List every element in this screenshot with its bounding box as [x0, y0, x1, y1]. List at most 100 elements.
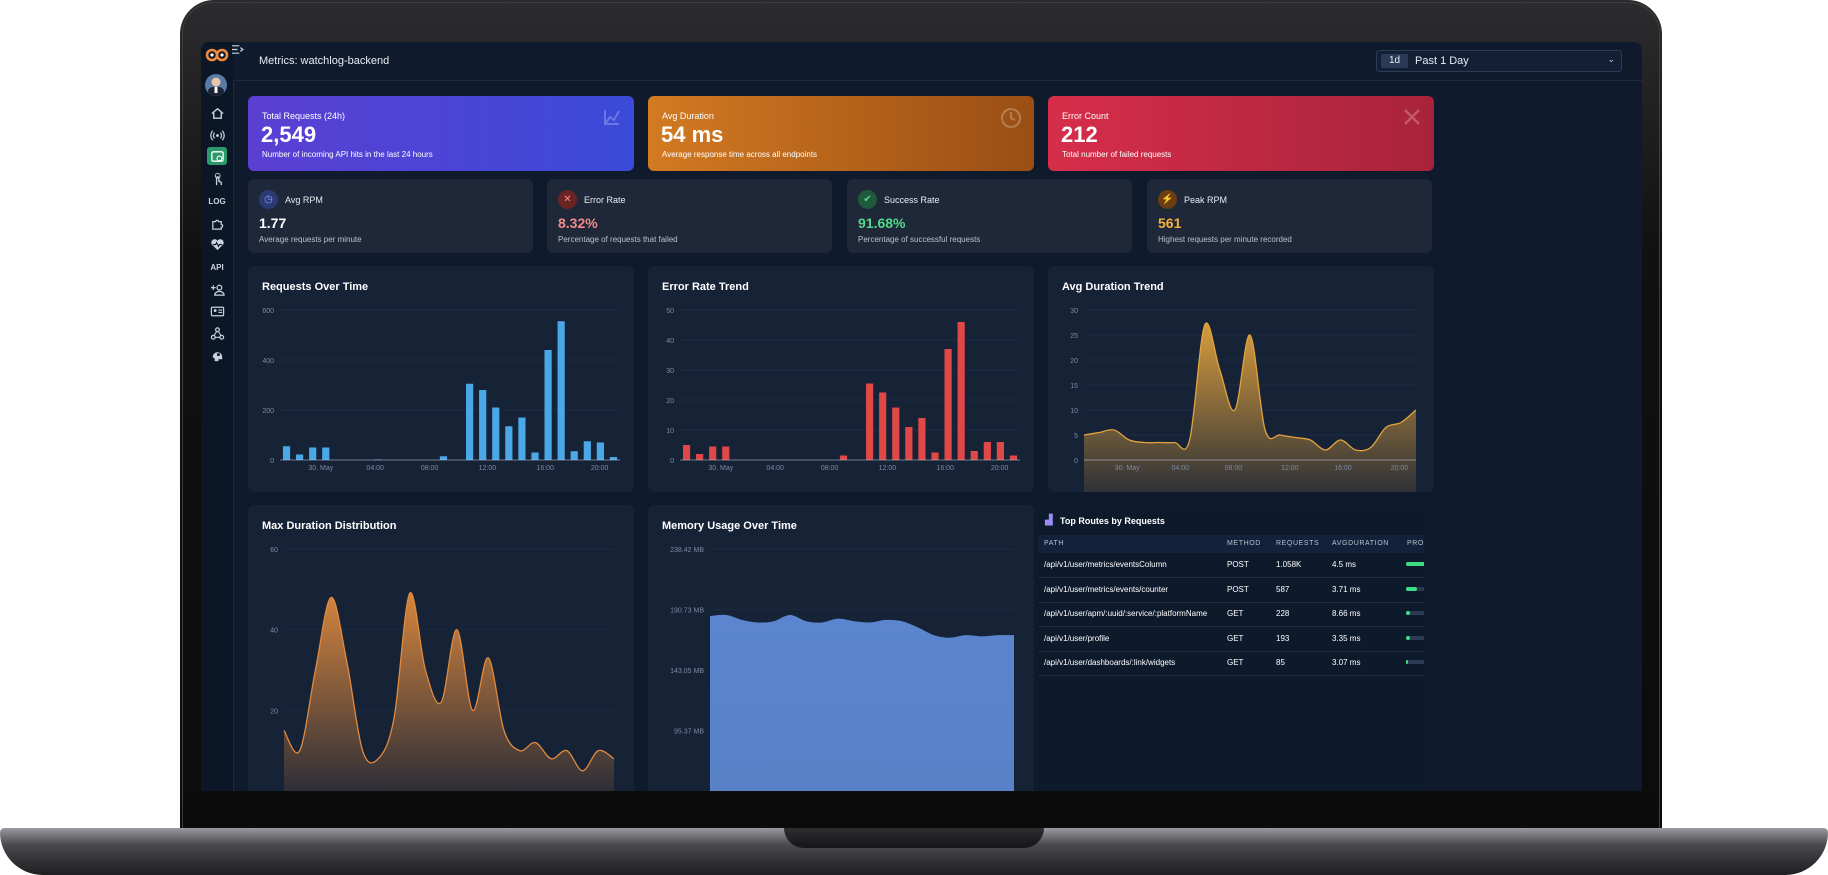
bar — [970, 451, 978, 460]
time-range-select[interactable]: 1d Past 1 Day ⌄ — [1376, 50, 1622, 72]
kpi-sub: Number of incoming API hits in the last … — [262, 150, 433, 159]
x-tick-label: 04:00 — [1172, 465, 1190, 472]
x-tick-label: 16:00 — [536, 465, 554, 472]
col-path[interactable]: PATH — [1044, 540, 1065, 547]
y-tick-label: 0 — [270, 458, 274, 465]
x-tick-label: 08:00 — [821, 465, 839, 472]
stat-avg-rpm: ◷ Avg RPM 1.77 Average requests per minu… — [248, 179, 533, 253]
clock-icon: ◷ — [259, 190, 278, 209]
signal-icon[interactable] — [207, 126, 227, 144]
bar — [466, 383, 474, 460]
sidebar-toggle-icon[interactable] — [231, 44, 245, 58]
kpi-sub: Total number of failed requests — [1062, 150, 1172, 159]
add-user-icon[interactable] — [207, 280, 227, 298]
dashboard-icon[interactable] — [207, 147, 227, 165]
brain-icon[interactable] — [207, 346, 227, 364]
chart-title: Error Rate Trend — [662, 281, 749, 293]
stat-sub: Percentage of successful requests — [858, 235, 981, 244]
chart-max-duration-distribution: 20 40 60 Max Duration Distribution — [248, 505, 634, 791]
stat-peak-rpm: ⚡ Peak RPM 561 Highest requests per minu… — [1147, 179, 1432, 253]
x-tick-label: 20:00 — [591, 465, 609, 472]
heartbeat-icon[interactable] — [207, 235, 227, 253]
stat-value: 8.32% — [558, 215, 598, 231]
x-tick-label: 12:00 — [879, 465, 897, 472]
cell-method: GET — [1227, 633, 1244, 643]
topbar: Metrics: watchlog-backend 1d Past 1 Day … — [231, 42, 1642, 81]
series-line — [283, 592, 615, 772]
cell-requests: 193 — [1276, 633, 1290, 643]
y-tick-label: 20 — [270, 708, 278, 715]
table-row[interactable]: /api/v1/user/metrics/eventsColumn POST 1.0… — [1038, 553, 1424, 578]
share-bar-fill — [1406, 562, 1424, 566]
stat-label: Error Rate — [584, 195, 626, 205]
bar — [531, 452, 539, 460]
cell-avg: 8.66 ms — [1332, 609, 1361, 618]
routes-chart-icon: ▟ — [1045, 515, 1053, 526]
bar — [931, 452, 939, 460]
y-tick-label: 60 — [270, 547, 278, 554]
kpi-value: 2,549 — [261, 122, 317, 147]
chart-icon — [602, 107, 622, 132]
api-icon[interactable]: API — [210, 262, 224, 272]
x-tick-label: 20:00 — [991, 465, 1009, 472]
puzzle-icon[interactable] — [207, 214, 227, 232]
y-tick-label: 200 — [262, 408, 274, 415]
table-row[interactable]: /api/v1/user/profile GET 193 3.35 ms — [1038, 627, 1424, 652]
share-bar — [1406, 660, 1424, 664]
cell-requests: 1.058K — [1276, 560, 1302, 569]
cell-path: /api/v1/user/dashboards/:link/widgets — [1044, 658, 1176, 667]
chart-svg: 95.37 MB 143.05 MB 190.73 MB 238.42 MB — [670, 547, 1015, 791]
bar — [996, 442, 1004, 460]
y-tick-label: 30 — [666, 368, 674, 375]
cell-method: GET — [1227, 658, 1244, 667]
kpi-label: Total Requests (24h) — [262, 111, 346, 121]
col-requests[interactable]: REQUESTS — [1276, 540, 1320, 547]
chart-error-rate-trend: 0 10 20 30 40 50 30. May 04:00 08:00 12:00 16:00 20… — [648, 266, 1034, 492]
col-avgduration[interactable]: AVGDURATION — [1332, 540, 1389, 547]
cell-avg: 4.5 ms — [1332, 560, 1357, 569]
stat-label: Peak RPM — [1184, 195, 1228, 205]
chart-title: Avg Duration Trend — [1062, 281, 1164, 293]
bar — [544, 350, 552, 460]
log-icon[interactable]: LOG — [208, 196, 226, 206]
y-tick-label: 25 — [1070, 333, 1078, 340]
stat-sub: Highest requests per minute recorded — [1158, 235, 1292, 244]
id-card-icon[interactable] — [207, 302, 227, 320]
check-icon: ✔ — [858, 190, 877, 209]
y-tick-label: 600 — [262, 308, 274, 315]
bar — [944, 349, 952, 460]
home-icon[interactable] — [207, 104, 227, 122]
chevron-down-icon: ⌄ — [1607, 54, 1615, 64]
bar — [518, 417, 526, 460]
avatar[interactable] — [205, 74, 227, 96]
y-tick-label: 10 — [666, 428, 674, 435]
y-tick-label: 5 — [1074, 433, 1078, 440]
cell-method: GET — [1227, 609, 1244, 618]
bar — [296, 454, 304, 460]
table-row[interactable]: /api/v1/user/dashboards/:link/widgets GET… — [1038, 651, 1424, 676]
webhook-icon[interactable] — [207, 324, 227, 342]
bar — [479, 390, 487, 460]
touch-icon[interactable] — [207, 170, 227, 188]
bar — [879, 392, 887, 460]
kpi-sub: Average response time across all endpoin… — [662, 150, 818, 159]
bar — [609, 457, 618, 460]
cell-method: POST — [1227, 560, 1249, 569]
y-tick-label: 143.05 MB — [670, 668, 704, 675]
table-row[interactable]: /api/v1/user/metrics/events/counter POST 5… — [1038, 578, 1424, 603]
chart-svg: 0 200 400 600 30. May 04:00 08:00 12:00 16:00 20:… — [262, 308, 620, 472]
cell-requests: 85 — [1276, 658, 1285, 667]
stat-sub: Average requests per minute — [259, 235, 362, 244]
y-tick-label: 40 — [270, 628, 278, 635]
table-row[interactable]: /api/v1/user/apm/:uuid/:service/:platfor… — [1038, 602, 1424, 627]
col-progress[interactable]: PROG — [1407, 540, 1424, 547]
logo-icon[interactable] — [205, 44, 229, 64]
bar — [709, 446, 717, 460]
series-area — [284, 592, 614, 791]
y-tick-label: 50 — [666, 308, 674, 315]
bar — [839, 455, 848, 460]
x-tick-label: 16:00 — [936, 465, 954, 472]
kpi-label: Error Count — [1062, 111, 1109, 121]
col-method[interactable]: METHOD — [1227, 540, 1261, 547]
y-tick-label: 20 — [666, 398, 674, 405]
